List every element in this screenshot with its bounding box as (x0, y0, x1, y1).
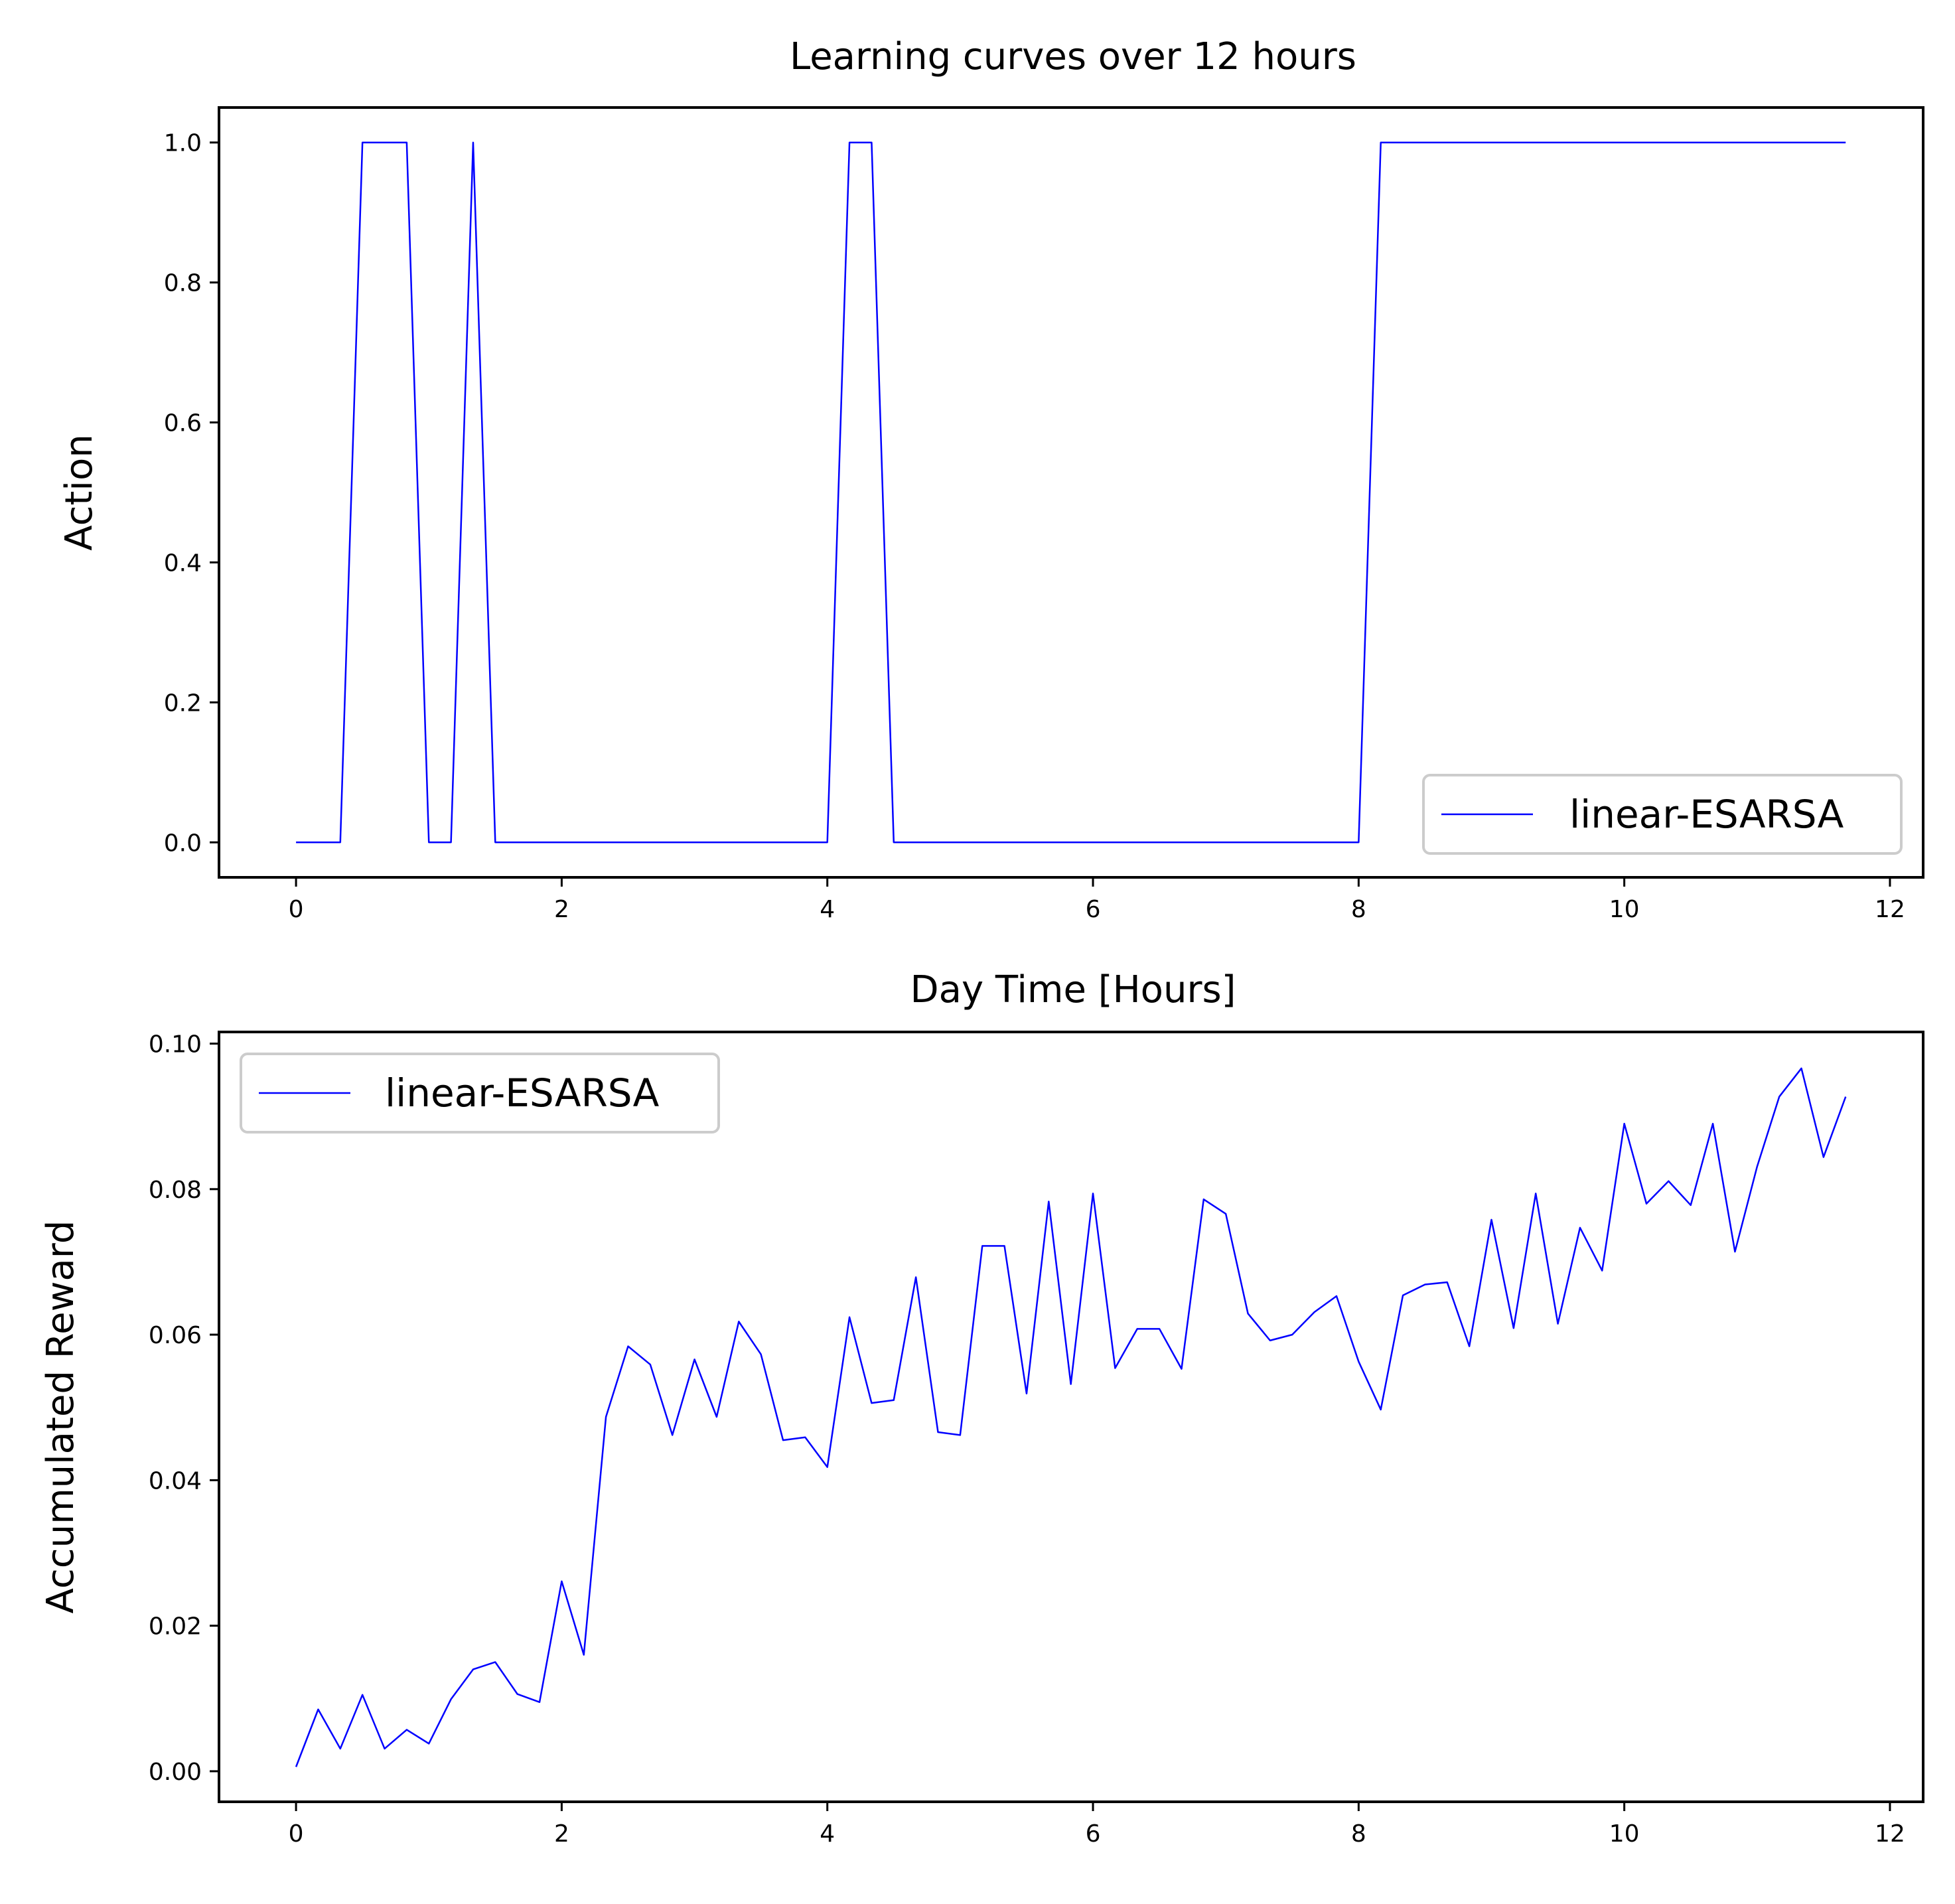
action-chart-x-tick-label: 6 (1086, 896, 1101, 923)
reward-chart-x-tick-label: 4 (820, 1820, 835, 1848)
action-chart-y-tick-label: 0.8 (164, 270, 202, 297)
action-chart-ticks: 0 2 4 6 8 10 12 0.0 0.2 0.4 0.6 0.8 1.0 (164, 130, 1905, 923)
action-chart-y-tick-label: 0.0 (164, 830, 202, 857)
action-chart: Learning curves over 12 hours 0 2 4 6 8 10 120… (58, 35, 1924, 1011)
action-chart-y-tick-label: 0.2 (164, 690, 202, 717)
action-chart-legend-label: linear-ESARSA (1569, 792, 1844, 837)
reward-chart: 0 2 4 6 8 10 12 0.00 0.02 0.04 0.06 0.08 0.10 Accumu… (39, 1031, 1924, 1848)
chart-title: Learning curves over 12 hours (790, 35, 1356, 78)
reward-chart-x-tick-label: 0 (289, 1820, 304, 1848)
reward-chart-y-tick-label: 0.10 (149, 1031, 202, 1059)
action-chart-y-tick-label: 0.4 (164, 549, 202, 577)
action-chart-y-axis-label: Action (58, 434, 101, 550)
reward-chart-y-axis-label: Accumulated Reward (39, 1220, 82, 1614)
action-chart-legend: linear-ESARSA (1422, 774, 1903, 855)
reward-chart-x-tick-label: 10 (1609, 1820, 1640, 1848)
reward-chart-x-tick-label: 8 (1351, 1820, 1366, 1848)
reward-chart-legend-label: linear-ESARSA (385, 1070, 660, 1116)
action-chart-x-axis-label: Day Time [Hours] (910, 968, 1236, 1011)
reward-chart-y-tick-label: 0.08 (149, 1177, 202, 1204)
action-chart-x-tick-label: 8 (1351, 896, 1366, 923)
reward-chart-x-tick-label: 6 (1086, 1820, 1101, 1848)
action-chart-x-tick-label: 10 (1609, 896, 1640, 923)
action-chart-x-tick-label: 2 (554, 896, 569, 923)
reward-chart-legend: linear-ESARSA (240, 1053, 720, 1134)
action-chart-x-tick-label: 0 (289, 896, 304, 923)
action-chart-axes-frame (218, 106, 1924, 879)
reward-chart-series-line (295, 1067, 1847, 1767)
reward-chart-y-tick-label: 0.06 (149, 1322, 202, 1349)
action-chart-x-tick-label: 12 (1875, 896, 1905, 923)
action-chart-y-tick-label: 1.0 (164, 130, 202, 157)
reward-chart-legend-box (240, 1053, 720, 1134)
reward-chart-y-tick-label: 0.02 (149, 1613, 202, 1641)
reward-chart-ticks: 0 2 4 6 8 10 12 0.00 0.02 0.04 0.06 0.08 0.10 (149, 1031, 1905, 1848)
action-chart-series-line (296, 141, 1846, 843)
reward-chart-axes-frame (218, 1031, 1924, 1803)
action-chart-x-tick-label: 4 (820, 896, 835, 923)
action-chart-line-group (296, 141, 1846, 843)
action-chart-legend-box (1422, 774, 1903, 855)
reward-chart-x-tick-label: 12 (1875, 1820, 1905, 1848)
reward-chart-y-tick-label: 0.04 (149, 1467, 202, 1495)
reward-chart-x-tick-label: 2 (554, 1820, 569, 1848)
action-chart-y-tick-label: 0.6 (164, 410, 202, 437)
reward-chart-y-tick-label: 0.00 (149, 1759, 202, 1786)
reward-chart-line-group (295, 1067, 1847, 1767)
